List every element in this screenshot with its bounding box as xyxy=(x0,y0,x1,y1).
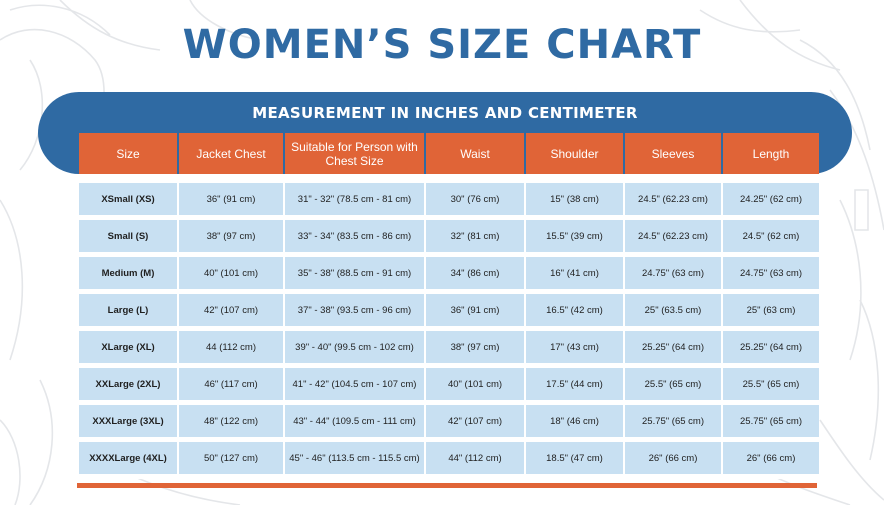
cell-sleeves: 25" (63.5 cm) xyxy=(625,294,721,331)
cell-jacket-chest: 50" (127 cm) xyxy=(179,442,283,479)
table-row: XXXXLarge (4XL) 50" (127 cm) 45" - 46" (11… xyxy=(79,442,819,479)
bottom-accent-bar xyxy=(77,483,817,488)
cell-waist: 30" (76 cm) xyxy=(426,183,524,220)
cell-waist: 44" (112 cm) xyxy=(426,442,524,479)
table-row: Small (S) 38" (97 cm) 33" - 34" (83.5 cm -… xyxy=(79,220,819,257)
banner-subtitle: MEASUREMENT IN INCHES AND CENTIMETER xyxy=(252,104,638,122)
cell-person-chest-size: 31" - 32" (78.5 cm - 81 cm) xyxy=(285,183,424,220)
cell-length: 25.25" (64 cm) xyxy=(723,331,819,368)
table-header-row: Size Jacket Chest Suitable for Person wi… xyxy=(79,133,819,174)
cell-sleeves: 25.5" (65 cm) xyxy=(625,368,721,405)
cell-shoulder: 18" (46 cm) xyxy=(526,405,623,442)
cell-size: XLarge (XL) xyxy=(79,331,177,368)
table-row: XLarge (XL) 44 (112 cm) 39" - 40" (99.5 cm… xyxy=(79,331,819,368)
cell-person-chest-size: 35" - 38" (88.5 cm - 91 cm) xyxy=(285,257,424,294)
cell-shoulder: 15" (38 cm) xyxy=(526,183,623,220)
cell-shoulder: 16" (41 cm) xyxy=(526,257,623,294)
cell-size: XXLarge (2XL) xyxy=(79,368,177,405)
cell-shoulder: 16.5" (42 cm) xyxy=(526,294,623,331)
cell-length: 25" (63 cm) xyxy=(723,294,819,331)
cell-shoulder: 17.5" (44 cm) xyxy=(526,368,623,405)
cell-jacket-chest: 44 (112 cm) xyxy=(179,331,283,368)
column-header-sleeves: Sleeves xyxy=(625,133,721,174)
cell-person-chest-size: 33" - 34" (83.5 cm - 86 cm) xyxy=(285,220,424,257)
cell-length: 26" (66 cm) xyxy=(723,442,819,479)
cell-waist: 32" (81 cm) xyxy=(426,220,524,257)
cell-person-chest-size: 39" - 40" (99.5 cm - 102 cm) xyxy=(285,331,424,368)
cell-length: 25.5" (65 cm) xyxy=(723,368,819,405)
cell-size: XXXLarge (3XL) xyxy=(79,405,177,442)
table-row: XXXLarge (3XL) 48" (122 cm) 43" - 44" (109… xyxy=(79,405,819,442)
column-header-person-chest-size: Suitable for Person with Chest Size xyxy=(285,133,424,174)
cell-jacket-chest: 38" (97 cm) xyxy=(179,220,283,257)
column-header-size: Size xyxy=(79,133,177,174)
column-header-waist: Waist xyxy=(426,133,524,174)
cell-length: 24.75" (63 cm) xyxy=(723,257,819,294)
cell-sleeves: 25.25" (64 cm) xyxy=(625,331,721,368)
cell-waist: 36" (91 cm) xyxy=(426,294,524,331)
cell-size: XSmall (XS) xyxy=(79,183,177,220)
cell-size: XXXXLarge (4XL) xyxy=(79,442,177,479)
cell-size: Small (S) xyxy=(79,220,177,257)
cell-size: Large (L) xyxy=(79,294,177,331)
cell-jacket-chest: 46" (117 cm) xyxy=(179,368,283,405)
cell-sleeves: 25.75" (65 cm) xyxy=(625,405,721,442)
cell-shoulder: 17" (43 cm) xyxy=(526,331,623,368)
cell-waist: 34" (86 cm) xyxy=(426,257,524,294)
cell-sleeves: 24.75" (63 cm) xyxy=(625,257,721,294)
cell-jacket-chest: 36" (91 cm) xyxy=(179,183,283,220)
cell-waist: 38" (97 cm) xyxy=(426,331,524,368)
cell-size: Medium (M) xyxy=(79,257,177,294)
cell-jacket-chest: 48" (122 cm) xyxy=(179,405,283,442)
column-header-shoulder: Shoulder xyxy=(526,133,623,174)
table-row: Medium (M) 40" (101 cm) 35" - 38" (88.5 cm… xyxy=(79,257,819,294)
cell-jacket-chest: 42" (107 cm) xyxy=(179,294,283,331)
cell-length: 24.25" (62 cm) xyxy=(723,183,819,220)
cell-waist: 42" (107 cm) xyxy=(426,405,524,442)
table-row: XSmall (XS) 36" (91 cm) 31" - 32" (78.5 cm… xyxy=(79,183,819,220)
cell-person-chest-size: 37" - 38" (93.5 cm - 96 cm) xyxy=(285,294,424,331)
cell-length: 25.75" (65 cm) xyxy=(723,405,819,442)
size-chart-table: Size Jacket Chest Suitable for Person wi… xyxy=(77,133,821,479)
cell-person-chest-size: 41" - 42" (104.5 cm - 107 cm) xyxy=(285,368,424,405)
table-row: Large (L) 42" (107 cm) 37" - 38" (93.5 cm … xyxy=(79,294,819,331)
column-header-length: Length xyxy=(723,133,819,174)
cell-shoulder: 18.5" (47 cm) xyxy=(526,442,623,479)
cell-sleeves: 24.5" (62.23 cm) xyxy=(625,220,721,257)
cell-person-chest-size: 43" - 44" (109.5 cm - 111 cm) xyxy=(285,405,424,442)
page-title: WOMEN’S SIZE CHART xyxy=(182,22,702,68)
cell-shoulder: 15.5" (39 cm) xyxy=(526,220,623,257)
cell-sleeves: 26" (66 cm) xyxy=(625,442,721,479)
column-header-jacket-chest: Jacket Chest xyxy=(179,133,283,174)
cell-sleeves: 24.5" (62.23 cm) xyxy=(625,183,721,220)
cell-waist: 40" (101 cm) xyxy=(426,368,524,405)
cell-jacket-chest: 40" (101 cm) xyxy=(179,257,283,294)
cell-person-chest-size: 45" - 46" (113.5 cm - 115.5 cm) xyxy=(285,442,424,479)
cell-length: 24.5" (62 cm) xyxy=(723,220,819,257)
table-row: XXLarge (2XL) 46" (117 cm) 41" - 42" (104.… xyxy=(79,368,819,405)
